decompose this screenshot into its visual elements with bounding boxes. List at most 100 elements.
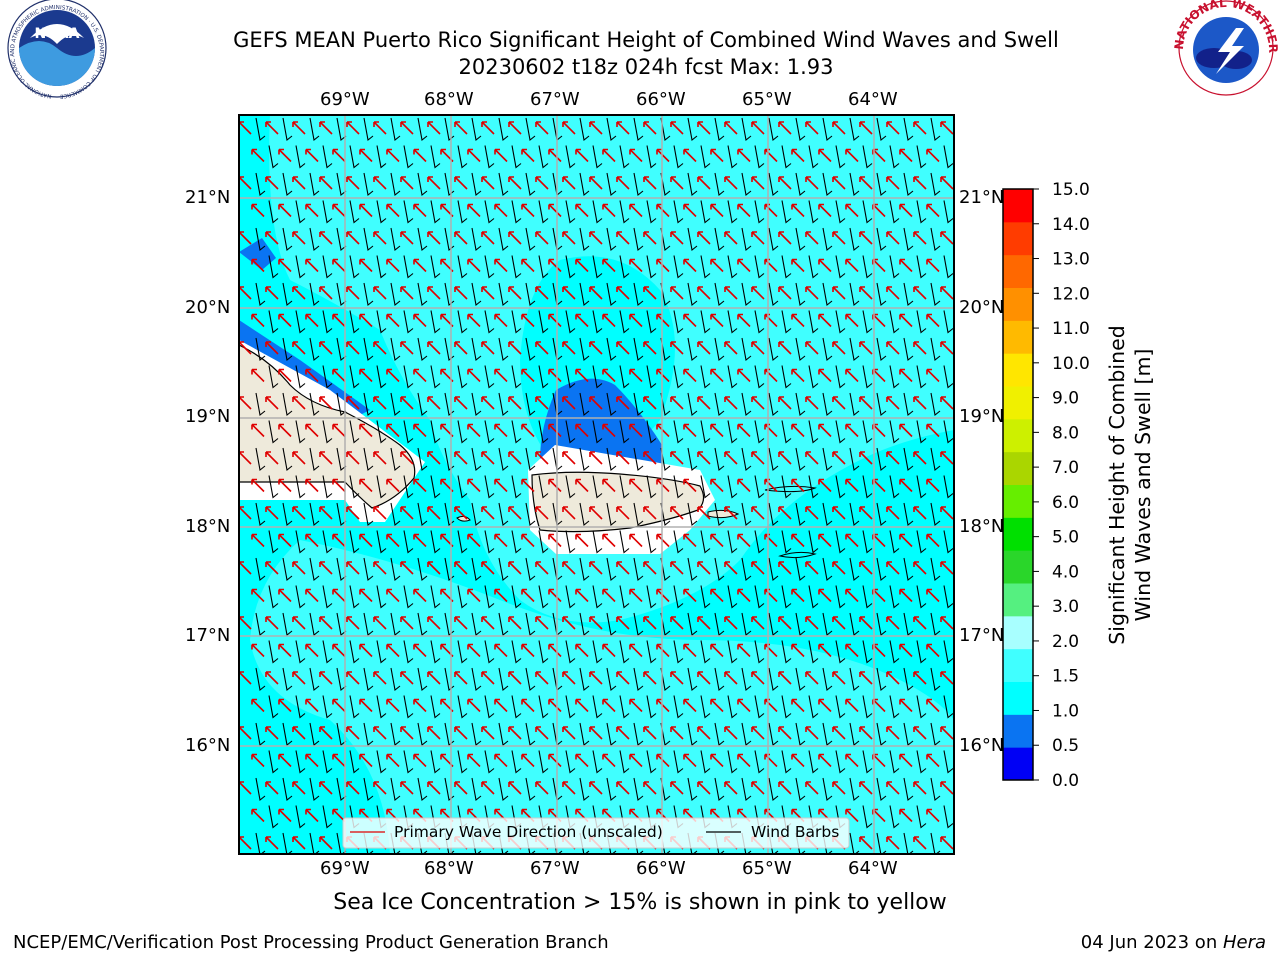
wave-direction-arrow [359, 588, 373, 603]
wave-direction-arrow [373, 231, 387, 245]
wind-barb [808, 585, 819, 609]
wave-direction-arrow [373, 781, 387, 795]
wind-barb [403, 255, 414, 279]
wind-barb [538, 475, 549, 499]
wind-barb [295, 145, 306, 169]
wind-barb [822, 612, 833, 637]
wind-barb [889, 695, 900, 719]
wind-barb [930, 722, 941, 747]
wave-direction-arrow [656, 533, 670, 548]
colorbar-swatch [1003, 714, 1033, 748]
wave-direction-arrow [386, 148, 400, 163]
lat-label-right: 16°N [959, 735, 1005, 756]
wave-direction-arrow [319, 121, 333, 135]
wave-direction-arrow [710, 258, 724, 273]
wave-direction-arrow [427, 451, 441, 465]
wind-barb [849, 832, 860, 854]
wind-barb [727, 530, 738, 554]
wave-direction-arrow [737, 533, 751, 548]
colorbar-tick-label: 10.0 [1052, 354, 1090, 374]
wind-barb [862, 695, 873, 719]
map-area [239, 115, 954, 854]
wave-direction-arrow [521, 258, 535, 273]
wind-barb [349, 145, 360, 169]
svg-text:NATIONAL WEATHER SERVICE: NATIONAL WEATHER SERVICE [0, 0, 1280, 53]
colorbar-swatch [1003, 681, 1033, 715]
wave-direction-arrow [413, 753, 427, 768]
wind-barb [255, 612, 266, 637]
wind-barb [916, 200, 927, 224]
wave-direction-arrow [548, 203, 562, 218]
wave-direction-arrow [359, 313, 373, 328]
wave-direction-arrow [805, 671, 819, 685]
wind-barb [795, 282, 806, 307]
wind-barb [822, 667, 833, 692]
wind-barb [781, 255, 792, 279]
wind-barb [768, 557, 779, 582]
wave-direction-arrow [332, 698, 346, 713]
st-croix-land [778, 551, 817, 559]
wind-barb [484, 310, 495, 334]
wave-direction-arrow [481, 451, 495, 465]
wind-barb [687, 337, 698, 362]
wind-barb [363, 722, 374, 747]
wind-barb [417, 227, 428, 252]
wind-barb [538, 750, 549, 774]
wind-barb [862, 145, 873, 169]
wind-barb [390, 447, 401, 472]
wave-direction-arrow [832, 341, 846, 355]
wind-barb [741, 447, 752, 472]
wave-direction-arrow [265, 616, 279, 630]
wave-direction-arrow [683, 588, 697, 603]
wave-direction-arrow [562, 341, 576, 355]
wave-direction-arrow [373, 451, 387, 465]
wave-direction-arrow [913, 451, 927, 465]
colorbar-tick-label: 1.5 [1052, 667, 1079, 687]
wind-barb [592, 255, 603, 279]
wave-direction-arrow [751, 726, 765, 740]
wave-direction-arrow [899, 588, 913, 603]
wind-barb [309, 227, 320, 252]
wind-barb [282, 282, 293, 307]
wind-barb [255, 832, 266, 854]
wind-barb [390, 502, 401, 527]
wave-direction-arrow [292, 671, 306, 685]
wind-barb [619, 255, 630, 279]
wave-direction-arrow [751, 286, 765, 300]
wave-direction-arrow [521, 698, 535, 713]
wave-direction-arrow [778, 286, 792, 300]
wave-direction-arrow [575, 423, 589, 438]
wind-barb [835, 310, 846, 334]
wave-direction-arrow [427, 506, 441, 520]
wind-barb [849, 117, 860, 142]
wind-barb [592, 200, 603, 224]
wind-barb [511, 585, 522, 609]
wind-barb [565, 310, 576, 334]
wave-direction-arrow [791, 533, 805, 548]
wave-direction-arrow [373, 561, 387, 575]
wind-barb [781, 695, 792, 719]
wind-barb [282, 447, 293, 472]
wave-direction-arrow [589, 616, 603, 630]
wind-barb [876, 227, 887, 252]
wind-barb [943, 420, 954, 444]
wind-barb [565, 750, 576, 774]
wind-barb [430, 365, 441, 389]
wave-direction-arrow [481, 286, 495, 300]
wind-barb [592, 530, 603, 554]
wave-direction-arrow [940, 836, 954, 850]
colorbar-swatch [1003, 287, 1033, 321]
wave-direction-arrow [791, 643, 805, 658]
wind-barb [741, 227, 752, 252]
wave-direction-arrow [697, 506, 711, 520]
wind-barb [930, 392, 941, 417]
wind-barb [916, 530, 927, 554]
wave-direction-arrow [589, 671, 603, 685]
wind-barb [754, 255, 765, 279]
wave-direction-arrow [940, 561, 954, 575]
wave-direction-arrow [400, 726, 414, 740]
wave-direction-arrow [427, 781, 441, 795]
wave-direction-arrow [832, 286, 846, 300]
wave-direction-arrow [427, 176, 441, 190]
wind-barb [349, 640, 360, 664]
